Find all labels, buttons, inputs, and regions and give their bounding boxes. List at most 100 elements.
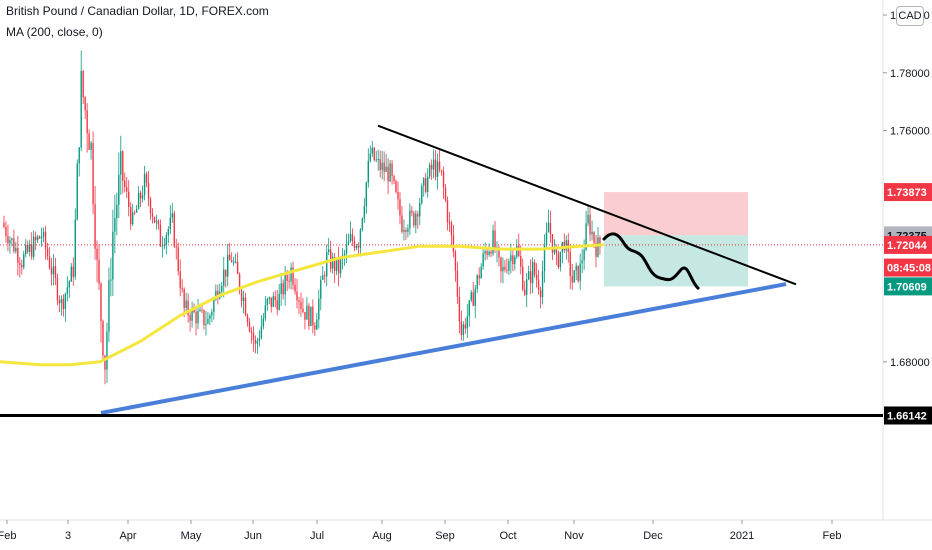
candle-body: [44, 231, 47, 249]
candle-body: [407, 228, 409, 232]
candle-body: [250, 331, 253, 333]
candle-body: [76, 163, 78, 220]
x-tick-label: Nov: [564, 530, 584, 542]
candle-body: [139, 192, 142, 199]
candle-body: [397, 192, 399, 200]
price-badge-label: 1.73873: [887, 187, 927, 199]
y-tick-label: 1.76000: [890, 126, 930, 138]
candle-body: [423, 178, 425, 187]
candle-body: [529, 271, 532, 283]
candle-body: [312, 306, 314, 326]
candle-body: [484, 251, 486, 254]
candle-body: [367, 160, 369, 183]
candle-body: [270, 297, 272, 307]
x-tick-label: Jul: [310, 530, 324, 542]
currency-button[interactable]: CAD: [896, 6, 924, 26]
candle-body: [516, 245, 518, 257]
candle-body: [7, 236, 9, 244]
candle-body: [498, 247, 500, 258]
candle-body: [46, 248, 49, 257]
candle-body: [545, 232, 548, 246]
candle-body: [328, 249, 330, 253]
candle-body: [531, 262, 534, 283]
price-badge-label: 1.70609: [887, 281, 927, 293]
candle-body: [84, 97, 86, 111]
price-badge-label: 08:45:08: [887, 263, 931, 275]
candle-body: [264, 305, 267, 319]
candle-body: [23, 254, 25, 268]
candle-body: [450, 222, 453, 236]
candle-body: [40, 236, 43, 239]
candle-body: [280, 283, 282, 294]
candle-body: [141, 195, 144, 199]
candle-body: [72, 266, 74, 277]
candle-body: [294, 284, 296, 292]
lower-trendline: [100, 282, 787, 415]
candle-body: [177, 247, 179, 272]
candle-body: [102, 321, 104, 356]
candle-body: [32, 236, 35, 257]
candle-body: [165, 235, 168, 245]
candle-body: [399, 199, 401, 216]
candle-body: [555, 247, 558, 254]
candle-body: [288, 280, 290, 282]
candle-body: [585, 223, 587, 250]
candle-body: [60, 298, 63, 304]
candle-body: [357, 246, 360, 248]
candle-body: [472, 292, 474, 306]
candle-body: [11, 238, 13, 241]
candle-body: [262, 318, 265, 327]
position-tool[interactable]: [0, 192, 883, 287]
candle-body: [242, 297, 245, 302]
candle-body: [282, 283, 284, 295]
candle-body: [27, 244, 29, 252]
projection-path: [602, 232, 700, 290]
candle-body: [244, 297, 247, 316]
candle-body: [488, 251, 490, 255]
candle-body: [58, 300, 61, 304]
candle-body: [225, 269, 227, 277]
candle-body: [389, 163, 391, 182]
candle-body: [36, 236, 39, 241]
candle-body: [526, 279, 528, 295]
candle-body: [3, 223, 5, 228]
candle-body: [96, 248, 98, 260]
symbol-title: British Pound / Canadian Dollar, 1D, FOR…: [6, 4, 269, 18]
candle-body: [442, 171, 445, 188]
candle-body: [339, 258, 342, 274]
candle-body: [599, 237, 601, 247]
candle-body: [94, 204, 96, 249]
candle-body: [126, 187, 128, 192]
ma-200-line: [0, 243, 605, 367]
x-tick-label: Apr: [119, 530, 136, 542]
candle-body: [98, 259, 100, 284]
candle-body: [593, 232, 595, 243]
candle-body: [9, 240, 11, 244]
candle-body: [298, 300, 300, 302]
indicator-legend[interactable]: MA (200, close, 0): [6, 25, 103, 39]
candle-body: [365, 182, 368, 206]
candle-body: [413, 212, 415, 226]
candle-body: [124, 181, 126, 188]
candle-body: [335, 257, 338, 271]
candle-body: [252, 332, 255, 341]
candle-body: [185, 300, 187, 308]
candle-body: [359, 229, 362, 248]
candle-body: [118, 174, 120, 205]
candle-body: [258, 338, 261, 341]
candle-body: [179, 271, 181, 289]
candle-body: [527, 271, 530, 280]
y-tick-label: 1.68000: [890, 357, 930, 369]
candle-body: [504, 266, 506, 270]
candle-body: [48, 256, 51, 269]
candle-body: [316, 319, 318, 330]
candle-body: [569, 251, 571, 277]
candle-body: [500, 257, 502, 272]
candle-body: [375, 159, 377, 161]
x-tick-label: Feb: [0, 530, 16, 542]
time-axis[interactable]: Feb 3 Apr May Jun Jul Aug Sep Oct Nov Dec 2021 Feb: [0, 520, 841, 542]
candle-body: [462, 324, 465, 335]
candle-body: [213, 299, 215, 312]
trendlines[interactable]: [0, 124, 883, 417]
